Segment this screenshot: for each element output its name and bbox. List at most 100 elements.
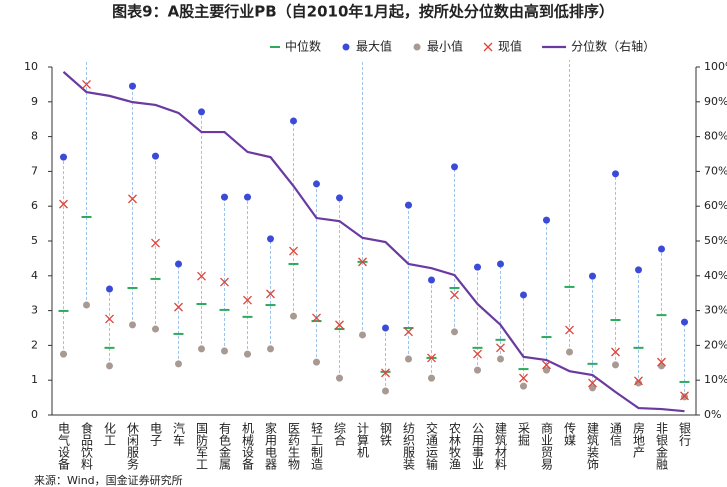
max-dot xyxy=(152,152,159,160)
current-mark xyxy=(128,194,137,204)
legend-item: 分位数（右轴） xyxy=(542,39,655,54)
current-mark xyxy=(243,295,252,305)
current-mark xyxy=(565,325,574,335)
max-dot xyxy=(474,263,481,271)
min-dot xyxy=(106,362,113,370)
min-dot xyxy=(129,321,136,329)
current-mark xyxy=(105,314,114,324)
current-mark xyxy=(404,327,413,337)
legend-label: 中位数 xyxy=(285,39,321,54)
y2-tick-label: 30% xyxy=(704,304,727,317)
min-dot xyxy=(497,355,504,363)
max-dot xyxy=(106,285,113,293)
x-tick-label: 建筑装饰 xyxy=(586,422,600,470)
max-dot xyxy=(129,82,136,90)
current-mark xyxy=(657,357,666,367)
legend-swatch xyxy=(413,43,421,51)
max-dot xyxy=(658,245,665,253)
max-dot xyxy=(83,0,90,1)
y-tick-label: 10 xyxy=(24,60,38,73)
max-dot xyxy=(543,216,550,224)
x-tick-label: 国防军工 xyxy=(195,422,209,470)
min-dot xyxy=(336,374,343,382)
min-dot xyxy=(635,379,642,387)
current-mark xyxy=(220,277,229,287)
x-tick-label: 轻工制造 xyxy=(310,422,324,470)
current-mark xyxy=(59,199,68,209)
max-dot xyxy=(566,0,573,1)
y-tick-label: 5 xyxy=(31,234,38,247)
min-dot xyxy=(152,325,159,333)
y2-tick-label: 90% xyxy=(704,95,727,108)
percentile-line xyxy=(62,71,685,413)
x-tick-label: 机械设备 xyxy=(241,422,255,471)
min-dot xyxy=(681,393,688,401)
y-tick-label: 1 xyxy=(31,373,38,386)
x-tick-label: 房地产 xyxy=(632,421,646,459)
max-dot xyxy=(520,291,527,299)
x-tick-label: 银行 xyxy=(678,422,692,446)
current-mark xyxy=(266,289,275,299)
current-mark xyxy=(588,378,597,388)
y-tick-label: 7 xyxy=(31,164,38,177)
min-dot xyxy=(612,361,619,369)
min-dot xyxy=(566,348,573,356)
min-dot xyxy=(520,382,527,390)
min-dot xyxy=(83,301,90,309)
max-dot xyxy=(612,170,619,178)
current-mark xyxy=(473,349,482,359)
max-dot xyxy=(589,272,596,280)
min-dot xyxy=(405,355,412,363)
max-dot xyxy=(359,0,366,1)
legend-label: 分位数（右轴） xyxy=(571,39,655,54)
y-tick-label: 6 xyxy=(31,199,38,212)
max-dot xyxy=(198,108,205,116)
min-dot xyxy=(175,360,182,368)
source-note: 来源：Wind，国金证券研究所 xyxy=(34,473,183,487)
min-dot xyxy=(313,358,320,366)
y2-tick-label: 40% xyxy=(704,269,727,282)
current-mark xyxy=(496,343,505,353)
legend-label: 现值 xyxy=(498,39,522,54)
legend-item: 中位数 xyxy=(270,39,321,54)
current-mark xyxy=(634,376,643,386)
max-dot xyxy=(428,276,435,284)
x-tick-label: 公用事业 xyxy=(471,422,485,470)
x-tick-label: 休闲服务 xyxy=(126,422,140,470)
max-dot xyxy=(60,153,67,161)
x-tick-label: 计算机 xyxy=(356,422,370,458)
current-mark xyxy=(450,290,459,300)
x-tick-label: 综合 xyxy=(333,422,347,446)
x-tick-label: 纺织服装 xyxy=(402,422,416,471)
x-tick-label: 化工 xyxy=(103,422,117,446)
max-dot xyxy=(221,193,228,201)
plot-area xyxy=(58,0,690,413)
current-mark xyxy=(680,391,689,401)
x-tick-label: 采掘 xyxy=(517,422,531,447)
x-tick-label: 交通运输 xyxy=(425,421,439,471)
min-dot xyxy=(589,384,596,392)
current-mark xyxy=(82,79,91,89)
min-dot xyxy=(244,350,251,358)
min-dot xyxy=(474,366,481,374)
current-mark xyxy=(519,373,528,383)
y2-tick-label: 20% xyxy=(704,338,727,351)
y-tick-label: 0 xyxy=(31,408,38,421)
x-tick-label: 食品饮料 xyxy=(80,421,94,470)
x-tick-label: 农林牧渔 xyxy=(448,422,462,470)
min-dot xyxy=(543,366,550,374)
max-dot xyxy=(497,260,504,268)
min-dot xyxy=(60,350,67,358)
min-dot xyxy=(198,345,205,353)
max-dot xyxy=(382,324,389,332)
y2-tick-label: 10% xyxy=(704,373,727,386)
current-mark xyxy=(427,353,436,363)
min-dot xyxy=(658,362,665,370)
max-dot xyxy=(175,260,182,268)
min-dot xyxy=(221,347,228,355)
min-dot xyxy=(451,328,458,336)
min-dot xyxy=(428,374,435,382)
max-dot xyxy=(451,163,458,171)
y-tick-label: 8 xyxy=(31,130,38,143)
x-tick-label: 家用电器 xyxy=(264,421,278,471)
